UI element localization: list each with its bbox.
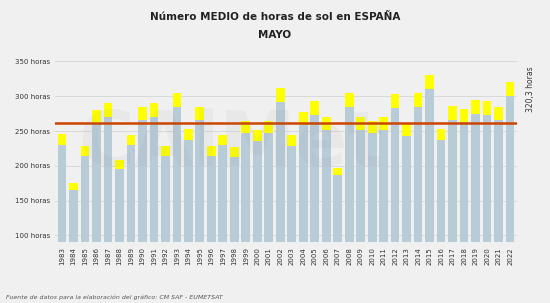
Bar (207, 146, 216, 242)
Bar (241, 121, 250, 133)
Bar (448, 106, 457, 120)
Bar (310, 101, 319, 242)
Bar (471, 100, 480, 114)
Bar (403, 124, 411, 242)
Bar (126, 135, 135, 242)
Bar (437, 129, 446, 242)
Bar (80, 146, 89, 156)
Bar (379, 117, 388, 130)
Bar (265, 121, 273, 133)
Bar (195, 107, 204, 120)
Bar (230, 147, 239, 157)
Bar (333, 168, 342, 175)
Bar (276, 88, 284, 102)
Bar (299, 112, 307, 242)
Bar (253, 130, 262, 141)
Bar (265, 121, 273, 242)
Bar (288, 135, 296, 242)
Bar (150, 103, 158, 117)
Bar (288, 135, 296, 146)
Bar (184, 129, 192, 140)
Bar (414, 93, 422, 242)
Bar (356, 117, 365, 242)
Bar (460, 109, 469, 122)
Bar (115, 160, 124, 168)
Bar (276, 88, 284, 242)
Bar (207, 146, 216, 156)
Bar (253, 130, 262, 242)
Bar (58, 134, 66, 145)
Bar (241, 121, 250, 242)
Bar (80, 146, 89, 242)
Bar (494, 107, 503, 242)
Bar (506, 82, 514, 242)
Bar (150, 103, 158, 242)
Bar (69, 183, 78, 242)
Bar (322, 117, 331, 242)
Text: CAlMet: CAlMet (78, 108, 384, 182)
Bar (345, 93, 354, 107)
Bar (195, 107, 204, 242)
Bar (494, 107, 503, 120)
Bar (138, 107, 147, 242)
Bar (345, 93, 354, 242)
Bar (92, 110, 101, 123)
Bar (126, 135, 135, 145)
Bar (437, 129, 446, 140)
Text: 320,3 horas: 320,3 horas (526, 67, 535, 112)
Bar (333, 168, 342, 242)
Bar (391, 94, 399, 108)
Bar (115, 160, 124, 242)
Bar (58, 134, 66, 242)
Bar (184, 129, 192, 242)
Bar (471, 100, 480, 242)
Bar (103, 103, 112, 117)
Bar (161, 146, 169, 156)
Bar (69, 183, 78, 189)
Bar (414, 93, 422, 107)
Bar (322, 117, 331, 130)
Bar (425, 75, 434, 89)
Bar (230, 147, 239, 242)
Bar (425, 75, 434, 242)
Bar (299, 112, 307, 125)
Bar (506, 82, 514, 96)
Bar (448, 106, 457, 242)
Bar (391, 94, 399, 242)
Bar (218, 135, 227, 242)
Bar (92, 110, 101, 242)
Bar (460, 109, 469, 242)
Bar (161, 146, 169, 242)
Text: MAYO: MAYO (258, 30, 292, 40)
Bar (403, 124, 411, 136)
Bar (173, 93, 181, 242)
Text: Número MEDIO de horas de sol en ESPAÑA: Número MEDIO de horas de sol en ESPAÑA (150, 12, 400, 22)
Bar (379, 117, 388, 242)
Bar (138, 107, 147, 120)
Bar (368, 121, 377, 133)
Text: Fuente de datos para la elaboración del gráfico: CM SAF - EUMETSAT: Fuente de datos para la elaboración del … (6, 295, 222, 300)
Bar (218, 135, 227, 145)
Bar (173, 93, 181, 107)
Bar (310, 101, 319, 115)
Bar (368, 121, 377, 242)
Bar (103, 103, 112, 242)
Bar (483, 101, 492, 115)
Bar (483, 101, 492, 242)
Bar (356, 117, 365, 130)
